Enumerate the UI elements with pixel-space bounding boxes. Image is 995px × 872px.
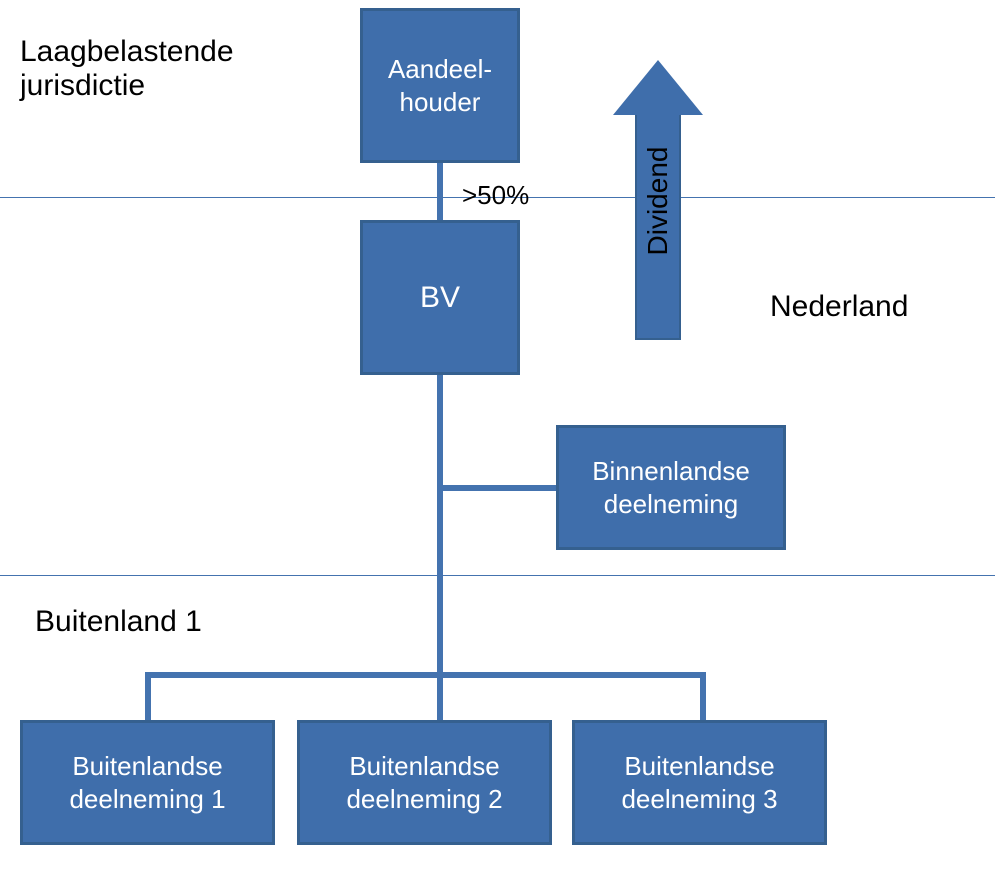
divider-bottom xyxy=(0,575,995,576)
node-binnenlandse: Binnenlandse deelneming xyxy=(556,425,786,550)
connector-vert-main xyxy=(437,375,443,675)
node-buitenlandse-1: Buitenlandse deelneming 1 xyxy=(20,720,275,845)
dividend-arrow-label: Dividend xyxy=(642,141,674,261)
node-buitenlandse-3: Buitenlandse deelneming 3 xyxy=(572,720,827,845)
connector-drop-right xyxy=(700,672,706,720)
node-buitenlandse-2: Buitenlandse deelneming 2 xyxy=(297,720,552,845)
connector-drop-left xyxy=(145,672,151,720)
region-label-top: Laagbelastende jurisdictie xyxy=(20,35,234,103)
connector-binnenlandse-h xyxy=(443,485,556,491)
node-aandeelhouder: Aandeel- houder xyxy=(360,8,520,163)
connector-vert-top xyxy=(437,163,443,220)
connector-drop-mid xyxy=(437,675,443,720)
dividend-arrow-head xyxy=(613,60,703,115)
region-label-bottom: Buitenland 1 xyxy=(35,605,202,639)
connector-cross-h xyxy=(145,672,705,678)
region-label-middle: Nederland xyxy=(770,290,908,324)
node-bv: BV xyxy=(360,220,520,375)
edge-label-ownership: >50% xyxy=(462,180,529,211)
